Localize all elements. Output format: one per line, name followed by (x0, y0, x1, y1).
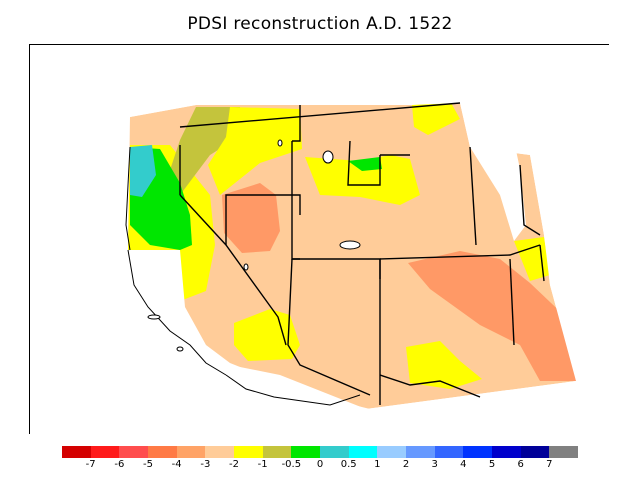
legend-tick-label: 6 (517, 459, 524, 470)
legend-tick-label: 2 (402, 459, 410, 470)
legend-swatch (205, 446, 235, 458)
region-slightly-wet-north (170, 107, 242, 195)
lakes (147, 139, 361, 352)
legend-tick-label: 1 (374, 459, 381, 470)
map-title: PDSI reconstruction A.D. 1522 (187, 14, 453, 34)
legend-tick-label: -3 (200, 459, 211, 470)
legend-tick-label: 4 (460, 459, 467, 470)
legend-swatch (320, 446, 349, 458)
legend-tick-label: -5 (143, 459, 153, 470)
region-near-normal-north (208, 107, 302, 195)
legend-tick-label: -7 (85, 459, 96, 470)
state-borders (179, 102, 545, 405)
great-salt-lake (339, 240, 361, 250)
map-frame (29, 44, 610, 435)
legend-tick-label: 0 (316, 459, 324, 470)
yellowstone-lake (322, 150, 334, 164)
legend-swatch (520, 446, 550, 458)
region-wetter-coast (130, 145, 156, 197)
legend-colorbar (62, 446, 579, 458)
legend-swatch (348, 446, 378, 458)
legend-tick-label: -0.5 (281, 459, 302, 470)
legend-swatch (119, 446, 149, 458)
legend-tick-label: -4 (171, 459, 182, 470)
legend-tick-label: -6 (114, 459, 125, 470)
legend-swatch (549, 446, 579, 458)
outside-plains (470, 141, 526, 241)
outside-canada (30, 45, 610, 435)
legend-swatch (62, 446, 91, 458)
flathead-lake (277, 139, 283, 147)
legend-swatch (434, 446, 464, 458)
legend-swatch (463, 446, 493, 458)
legend-swatch (406, 446, 435, 458)
legend-swatch (176, 446, 206, 458)
legend-swatch (262, 446, 292, 458)
legend-tick-label: 5 (488, 459, 496, 470)
legend-swatch (90, 446, 120, 458)
legend-tick-label: 3 (431, 459, 438, 470)
region-near-normal-south (406, 341, 482, 389)
legend-swatch (492, 446, 521, 458)
island-1 (147, 314, 161, 320)
coastline (125, 146, 361, 406)
pdsi-map (30, 45, 610, 435)
outside-mexico (220, 363, 576, 435)
legend-tick-label: 7 (546, 459, 553, 470)
legend-swatch (377, 446, 407, 458)
region-wet-montana (348, 157, 382, 171)
legend-tick-label: 0.5 (340, 459, 357, 470)
region-near-normal-southwest (234, 309, 300, 361)
legend-swatch (291, 446, 321, 458)
island-2 (176, 346, 184, 352)
region-dry-colorado (408, 251, 576, 381)
legend-swatch (148, 446, 177, 458)
legend-tick-label: -1 (257, 459, 268, 470)
region-dry-nevada (222, 183, 280, 253)
legend-tick-label: -2 (229, 459, 239, 470)
lake-tahoe (243, 263, 249, 271)
region-near-normal-nd (412, 101, 460, 135)
region-near-normal-montana (305, 155, 420, 205)
legend-swatch (234, 446, 263, 458)
